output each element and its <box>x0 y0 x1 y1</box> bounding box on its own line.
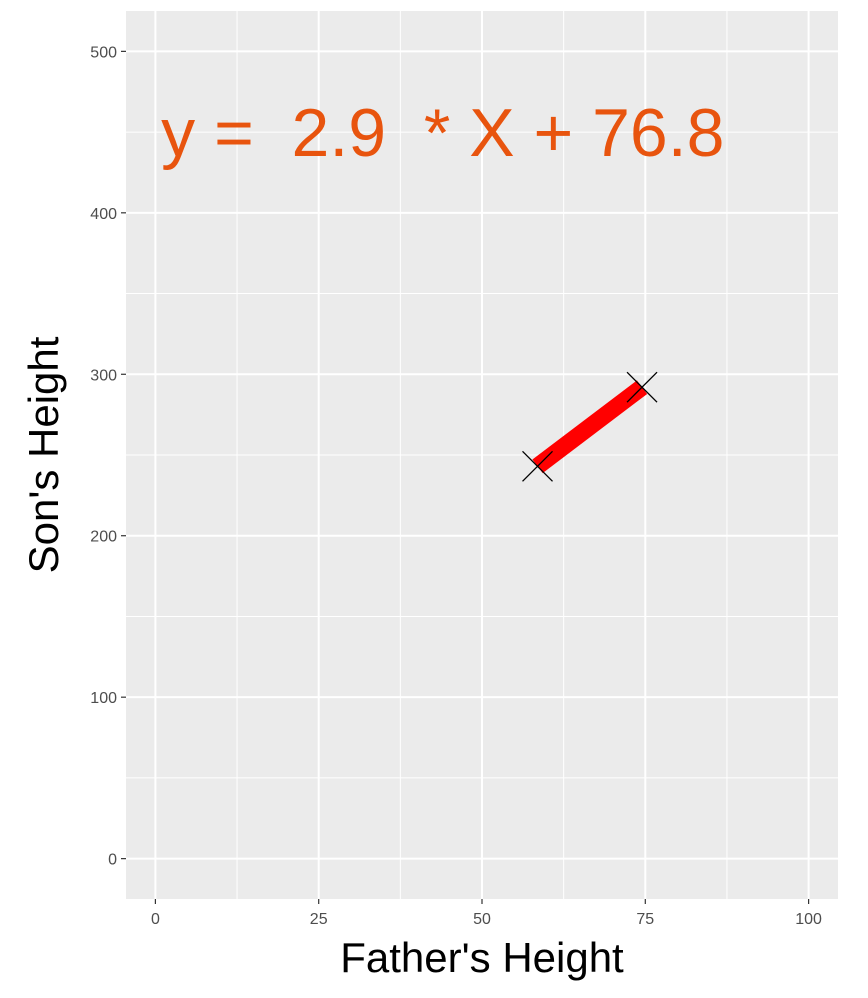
x-tick-label: 100 <box>795 911 822 928</box>
series-layer <box>522 371 658 482</box>
y-axis-ticks: 0 100 200 300 400 500 <box>90 44 126 869</box>
x-tick-label: 0 <box>151 911 160 928</box>
endpoint-x-marker <box>626 371 658 403</box>
y-tick-label: 100 <box>90 690 117 707</box>
x-tick-label: 75 <box>636 911 654 928</box>
x-axis-title: Father's Height <box>340 934 624 981</box>
regression-equation-annotation: y = 2.9 * X + 76.8 <box>161 95 724 171</box>
x-axis-ticks: 0 25 50 75 100 <box>151 899 822 928</box>
y-tick-label: 200 <box>90 529 117 546</box>
x-tick-label: 50 <box>473 911 491 928</box>
y-tick-label: 500 <box>90 44 117 61</box>
y-tick-label: 400 <box>90 206 117 223</box>
y-tick-label: 300 <box>90 367 117 384</box>
y-tick-label: 0 <box>108 852 117 869</box>
x-tick-label: 25 <box>310 911 328 928</box>
y-axis-title: Son's Height <box>20 336 67 573</box>
endpoint-x-marker <box>522 450 553 482</box>
major-gridlines <box>126 11 838 899</box>
regression-line <box>532 380 648 474</box>
